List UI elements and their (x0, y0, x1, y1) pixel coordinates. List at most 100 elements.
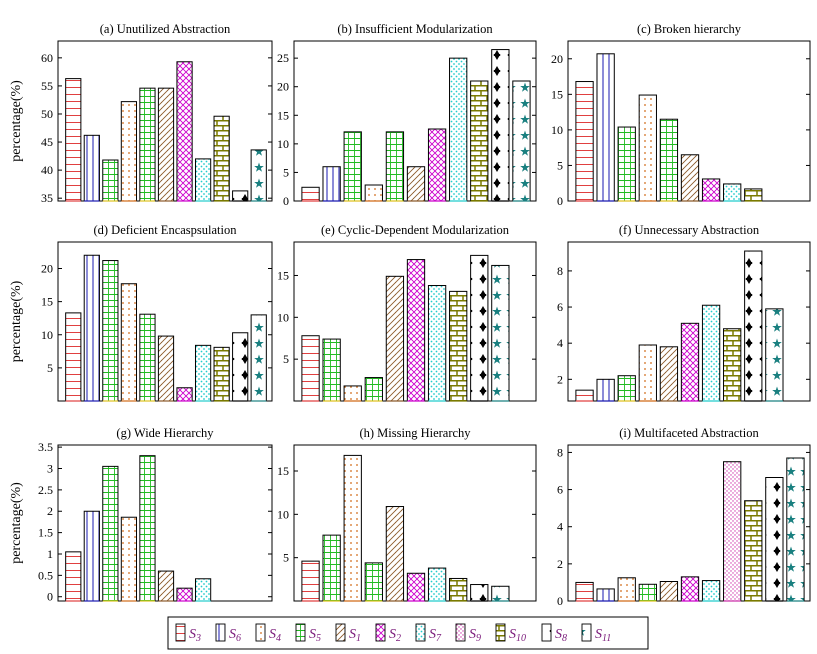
y-tick-label: 10 (41, 328, 53, 342)
y-tick-label: 0 (283, 194, 289, 208)
y-tick-label: 20 (277, 80, 289, 94)
bar-S7 (701, 580, 721, 602)
bar-S10 (744, 500, 763, 602)
bar-S5 (385, 131, 405, 202)
bar-S11 (786, 457, 805, 602)
legend-swatch (255, 623, 266, 642)
legend-swatch (295, 623, 306, 642)
bar-S2 (176, 61, 193, 202)
legend-swatch (175, 623, 186, 642)
bar-S1 (157, 87, 175, 202)
legend-swatch (375, 623, 386, 642)
legend-swatch (495, 623, 506, 642)
y-tick-label: 40 (41, 163, 53, 177)
bar-S10 (449, 290, 468, 402)
bar-S6 (596, 378, 615, 402)
bar-S10 (723, 328, 742, 402)
y-tick-label: 35 (41, 191, 53, 205)
bar-S11 (512, 80, 531, 202)
bar-S3 (65, 551, 82, 602)
legend-item-S3: S3 (175, 623, 201, 644)
y-tick-label: 8 (557, 445, 563, 459)
y-axis-label: percentage(%) (9, 482, 24, 564)
y-axis-label: percentage(%) (9, 280, 24, 362)
bar-S10 (744, 188, 763, 202)
bar-S4 (343, 454, 362, 602)
bar-S6 (83, 254, 100, 402)
y-tick-label: 3 (47, 462, 53, 476)
panels: (a) Unutilized Abstraction354045505560pe… (9, 22, 811, 608)
y-tick-label: 6 (557, 300, 563, 314)
bar-S7 (449, 57, 468, 202)
bar-S6 (322, 166, 341, 202)
chart-title: (a) Unutilized Abstraction (100, 22, 231, 36)
bar-S11 (491, 585, 510, 602)
bar-S4 (638, 94, 657, 202)
y-tick-label: 10 (551, 123, 563, 137)
bar-S3 (575, 389, 594, 402)
legend-swatch (215, 623, 226, 642)
bar-S10 (213, 346, 230, 402)
bar-S8 (744, 250, 763, 402)
bar-S6 (83, 134, 100, 202)
legend-swatch (541, 623, 552, 642)
bar-S3 (575, 581, 594, 602)
y-tick-label: 4 (557, 520, 563, 534)
bar-S8 (491, 49, 510, 202)
y-tick-label: 25 (277, 51, 289, 65)
y-tick-label: 1 (47, 547, 53, 561)
bar-S5 (617, 126, 636, 202)
bar-S2 (406, 572, 426, 602)
y-tick-label: 10 (277, 310, 289, 324)
legend-box (167, 616, 649, 650)
chart-panel-1: (a) Unutilized Abstraction 35 40 45 50 55 60 pe… (9, 22, 273, 205)
y-tick-label: 20 (551, 52, 563, 66)
chart-panel-7: (g) Wide Hierarchy 0 0.5 1 1.5 2 2.5 3 3.5 percen… (9, 426, 273, 604)
bar-S8 (470, 584, 489, 602)
chart-panel-8: (h) Missing Hierarchy 5 10 15 (277, 426, 537, 602)
bar-S2 (406, 259, 426, 402)
y-tick-label: 0.5 (38, 568, 53, 582)
legend-swatch (455, 623, 466, 642)
bar-S6 (596, 588, 615, 602)
chart-panel-6: (f) Unnecessary Abstraction 2 4 6 8 (557, 223, 811, 402)
chart-panel-3: (c) Broken hierarchy 0 5 10 15 20 (551, 22, 811, 208)
bar-S11 (250, 149, 267, 202)
y-axis-label: percentage(%) (9, 80, 24, 162)
y-tick-label: 60 (41, 51, 53, 65)
bar-S5 (364, 562, 383, 602)
y-tick-label: 2 (557, 372, 563, 386)
legend-swatch (581, 623, 592, 642)
bar-S10 (470, 80, 489, 202)
chart-panel-9: (i) Multifaceted Abstraction 0 2 4 6 8 (557, 426, 811, 608)
bar-S1 (157, 335, 175, 402)
bar-S3 (65, 78, 82, 202)
bar-S5 (139, 87, 156, 202)
bar-S4 (617, 577, 636, 602)
bar-S11 (250, 314, 267, 402)
y-tick-label: 2.5 (38, 483, 53, 497)
y-tick-label: 8 (557, 264, 563, 278)
bar-S3 (301, 560, 320, 602)
y-tick-label: 15 (277, 268, 289, 282)
bar-S1 (406, 166, 426, 202)
bar-S7 (194, 344, 212, 402)
bar-S5 (139, 313, 156, 402)
y-tick-label: 2 (47, 504, 53, 518)
y-tick-label: 0 (47, 590, 53, 604)
bar-S1 (385, 506, 405, 602)
bar-S7 (723, 183, 742, 202)
chart-title: (c) Broken hierarchy (637, 22, 742, 36)
bar-S5 (343, 131, 362, 202)
chart-panel-2: (b) Insufficient Modularization 0 5 10 15 20 2… (277, 22, 537, 208)
bar-S1 (659, 346, 679, 402)
bar-S4 (120, 283, 138, 402)
bar-S8 (470, 254, 489, 402)
bar-S7 (701, 304, 721, 402)
chart-title: (g) Wide Hierarchy (116, 426, 214, 440)
y-tick-label: 50 (41, 107, 53, 121)
y-tick-label: 5 (47, 361, 53, 375)
bar-S5 (617, 375, 636, 402)
y-tick-label: 5 (283, 352, 289, 366)
